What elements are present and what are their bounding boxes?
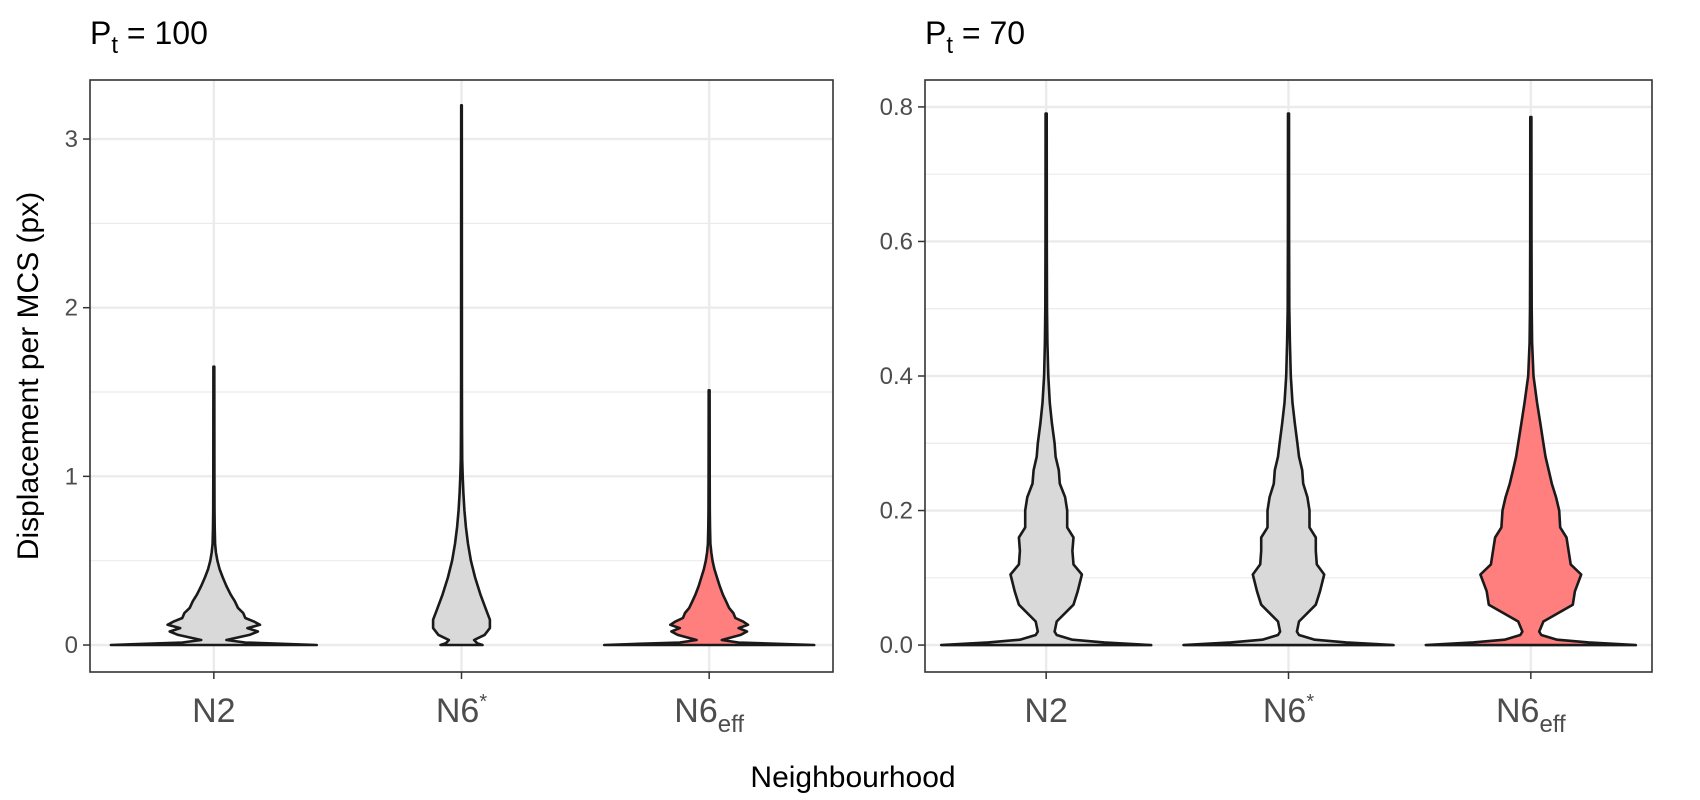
- violin-N2: [109, 365, 318, 647]
- y-tick-label: 0.4: [880, 363, 913, 390]
- y-tick-label: 3: [65, 126, 78, 153]
- y-tick-label: 0.0: [880, 632, 913, 659]
- violin-N6*: [1182, 112, 1395, 647]
- y-tick-label: 0.6: [880, 228, 913, 255]
- panel-title: Pt = 100: [90, 15, 208, 59]
- violin-N2: [939, 112, 1153, 647]
- x-tick-label: N6*: [436, 691, 487, 730]
- y-tick-label: 0: [65, 632, 78, 659]
- panel-title: Pt = 70: [925, 15, 1025, 59]
- panel-pt-70: 0.0 0.2 0.4 0.6 0.8 N2 N6* N6eff Pt = 70: [880, 15, 1653, 738]
- violin-N6eff: [1424, 115, 1638, 647]
- y-tick-label: 2: [65, 295, 78, 322]
- violin-N6*: [431, 104, 492, 647]
- y-tick-label: 1: [65, 463, 78, 490]
- x-tick-label: N6eff: [674, 692, 744, 738]
- y-tick-label: 0.8: [880, 94, 913, 121]
- y-axis-title: Displacement per MCS (px): [12, 192, 45, 560]
- x-tick-label: N2: [1024, 692, 1067, 730]
- violin-N6eff: [602, 389, 816, 647]
- y-tick-label: 0.2: [880, 498, 913, 525]
- x-tick-label: N6eff: [1496, 692, 1566, 738]
- x-tick-label: N6*: [1263, 691, 1314, 730]
- panel-pt-100: 0 1 2 3 N2 N6* N6eff Pt = 100: [65, 15, 834, 738]
- x-axis-title: Neighbourhood: [750, 761, 955, 794]
- x-tick-label: N2: [192, 692, 235, 730]
